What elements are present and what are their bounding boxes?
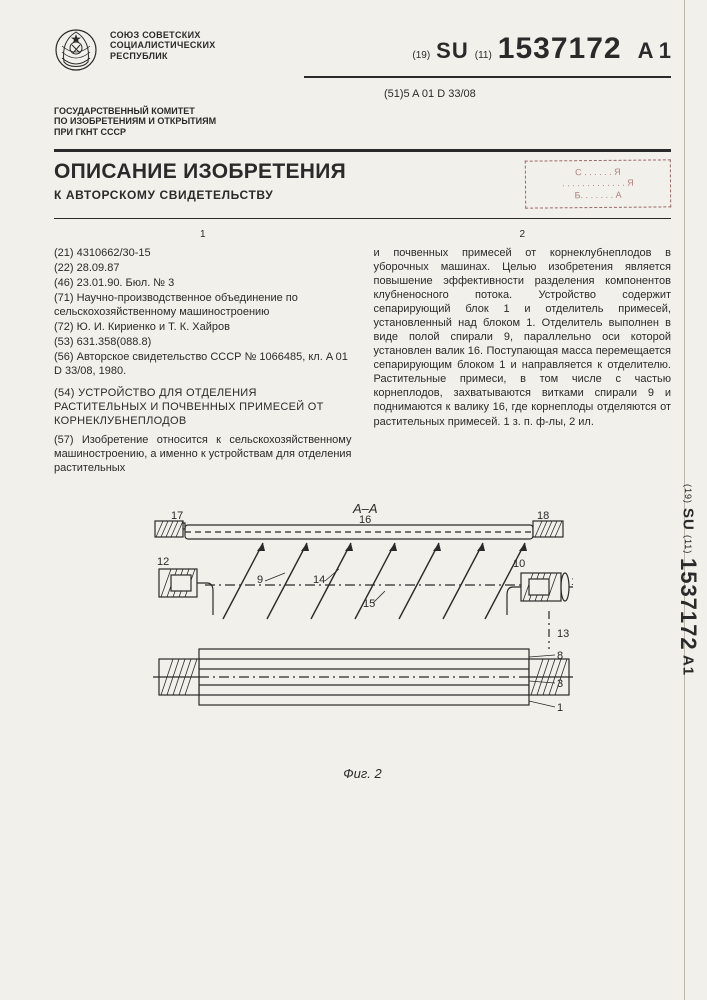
biblio-item: (22) 28.09.87: [54, 261, 352, 275]
header-row: СОЮЗ СОВЕТСКИХ СОЦИАЛИСТИЧЕСКИХ РЕСПУБЛИ…: [54, 28, 671, 72]
svg-text:9: 9: [257, 574, 263, 586]
svg-text:15: 15: [363, 598, 375, 610]
svg-text:8: 8: [557, 650, 563, 662]
publication-number: 1537172: [498, 32, 622, 66]
svg-text:17: 17: [171, 510, 183, 522]
spine-document-number: (19) SU (11) 1537172 A1: [675, 484, 701, 676]
svg-text:12: 12: [157, 556, 169, 568]
figure-area: A–A: [54, 499, 671, 781]
ussr-emblem-icon: [54, 28, 98, 72]
figure-drawing: A–A: [153, 499, 573, 759]
svg-text:18: 18: [537, 510, 549, 522]
document-number: (19) SU (11) 1537172 A 1: [412, 28, 671, 66]
spine-inid-11: (11): [683, 535, 693, 554]
svg-text:1: 1: [557, 702, 563, 714]
rule-thick: [54, 149, 671, 152]
svg-text:3: 3: [557, 678, 563, 690]
doc-subtitle: К АВТОРСКОМУ СВИДЕТЕЛЬСТВУ: [54, 188, 346, 202]
biblio-item: (56) Авторское свидетельство СССР № 1066…: [54, 350, 352, 378]
biblio-list: (21) 4310662/30-15 (22) 28.09.87 (46) 23…: [54, 246, 352, 379]
figure-caption: Фиг. 2: [54, 766, 671, 781]
biblio-item: (71) Научно-производственное объединение…: [54, 291, 352, 319]
col-number: 2: [374, 229, 672, 242]
abstract-part2: и почвенных примесей от корнеклубнеплодо…: [374, 246, 672, 429]
spine-number: 1537172: [675, 558, 701, 651]
rule-thin: [54, 218, 671, 219]
svg-text:10: 10: [513, 558, 525, 570]
abstract-part1: (57) Изобретение относится к сельскохозя…: [54, 433, 352, 475]
spine-kind: A1: [680, 655, 697, 676]
biblio-item: (53) 631.358(088.8): [54, 335, 352, 349]
inid-19: (19): [412, 50, 430, 61]
column-2: 2 и почвенных примесей от корнеклубнепло…: [374, 229, 672, 475]
svg-text:14: 14: [313, 574, 325, 586]
ipc-classification: (51)5 A 01 D 33/08: [384, 88, 671, 100]
invention-title: (54) УСТРОЙСТВО ДЛЯ ОТДЕЛЕНИЯ РАСТИТЕЛЬН…: [54, 386, 352, 428]
column-1: 1 (21) 4310662/30-15 (22) 28.09.87 (46) …: [54, 229, 352, 475]
doc-title: ОПИСАНИЕ ИЗОБРЕТЕНИЯ: [54, 160, 346, 184]
two-column-text: 1 (21) 4310662/30-15 (22) 28.09.87 (46) …: [54, 229, 671, 475]
kind-code: A 1: [638, 38, 671, 64]
stamp-line: Б. . . . . . . А: [536, 189, 660, 201]
col-number: 1: [54, 229, 352, 242]
title-row: ОПИСАНИЕ ИЗОБРЕТЕНИЯ К АВТОРСКОМУ СВИДЕТ…: [54, 160, 671, 208]
title-block: ОПИСАНИЕ ИЗОБРЕТЕНИЯ К АВТОРСКОМУ СВИДЕТ…: [54, 160, 346, 202]
spine-inid-19: (19): [683, 484, 693, 504]
library-stamp: С . . . . . . Я . . . . . . . . . . . . …: [525, 159, 671, 208]
num-underline: [304, 76, 671, 78]
biblio-item: (46) 23.01.90. Бюл. № 3: [54, 276, 352, 290]
biblio-item: (72) Ю. И. Кириенко и Т. К. Хайров: [54, 320, 352, 334]
svg-text:13: 13: [557, 628, 569, 640]
page: СОЮЗ СОВЕТСКИХ СОЦИАЛИСТИЧЕСКИХ РЕСПУБЛИ…: [0, 0, 707, 801]
union-text: СОЮЗ СОВЕТСКИХ СОЦИАЛИСТИЧЕСКИХ РЕСПУБЛИ…: [110, 28, 216, 61]
biblio-item: (21) 4310662/30-15: [54, 246, 352, 260]
spine-country: SU: [680, 508, 697, 531]
committee-text: ГОСУДАРСТВЕННЫЙ КОМИТЕТ ПО ИЗОБРЕТЕНИЯМ …: [54, 106, 264, 137]
country-code: SU: [436, 38, 469, 64]
inid-11: (11): [475, 50, 492, 61]
svg-text:16: 16: [359, 514, 371, 526]
svg-text:11: 11: [571, 576, 573, 588]
